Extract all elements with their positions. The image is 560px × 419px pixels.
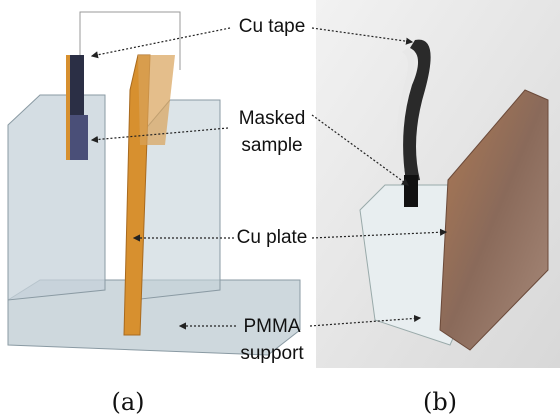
schematic [7,11,301,356]
cu-plate-photo [439,89,549,351]
label: Cu tape [239,16,306,37]
sample-photo [404,175,418,207]
label: PMMA [244,316,301,337]
arrow [311,27,414,45]
cu-plate-top [138,55,175,145]
frame-left [7,94,106,301]
arrow [90,127,229,144]
wire [79,11,181,70]
cu-tape [66,55,70,160]
tape-back [396,48,415,176]
panel-label: (a) [111,388,144,416]
panel-label: (b) [423,388,457,416]
label: Masked [239,108,306,129]
label: support [240,343,304,364]
label: Cu plate [237,227,308,248]
label: sample [241,135,302,156]
mask [68,115,88,160]
photo [316,0,560,368]
arrow [90,27,231,59]
sample [66,55,84,115]
tape-photo [403,39,431,183]
